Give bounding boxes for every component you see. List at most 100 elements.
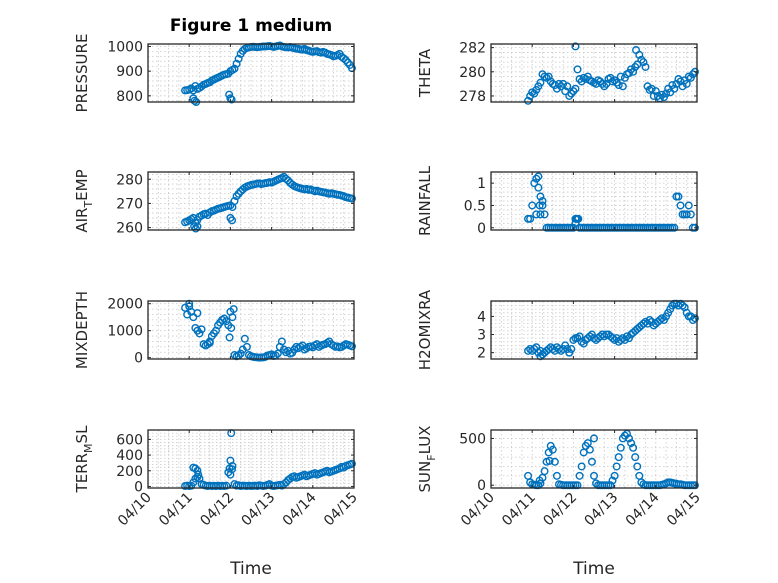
data-point <box>190 96 199 105</box>
data-point <box>622 332 631 341</box>
data-point <box>230 196 239 205</box>
y-tick-label: 0 <box>477 221 486 237</box>
data-point <box>614 81 623 90</box>
data-point <box>550 457 559 466</box>
data-point <box>690 67 699 76</box>
data-point <box>627 439 636 448</box>
data-point <box>194 470 203 479</box>
y-tick-label: 280 <box>459 65 486 81</box>
data-point <box>282 174 291 183</box>
data-point <box>590 471 599 480</box>
data-point <box>242 342 251 351</box>
data-point <box>616 335 625 344</box>
data-point <box>616 443 625 452</box>
data-point <box>181 303 190 312</box>
data-point <box>524 96 533 105</box>
x-tick-label: 04/13 <box>239 490 279 530</box>
data-point <box>273 349 282 358</box>
data-point <box>682 79 691 88</box>
y-tick-label: 282 <box>459 41 486 57</box>
data-point <box>610 471 619 480</box>
data-point <box>197 325 206 334</box>
data-point <box>535 476 544 485</box>
data-point <box>655 316 664 325</box>
data-point <box>530 179 539 188</box>
data-point <box>339 54 348 63</box>
data-point <box>670 84 679 93</box>
y-tick-label: 278 <box>459 89 486 105</box>
series-markers <box>181 299 356 362</box>
data-point <box>647 84 656 93</box>
data-point <box>189 478 198 487</box>
data-point <box>197 82 206 91</box>
data-point <box>536 192 545 201</box>
data-point <box>538 201 547 210</box>
axes-box <box>490 300 698 360</box>
y-axis-label: H2OMIXRA <box>416 289 434 370</box>
y-axis-label: AIRTEMP <box>73 169 95 232</box>
data-point <box>526 478 535 487</box>
data-point <box>688 316 697 325</box>
series-markers <box>524 429 699 490</box>
data-point <box>645 316 654 325</box>
x-tick-label: 04/11 <box>499 490 539 530</box>
data-point <box>195 329 204 338</box>
chart-title: Figure 1 medium <box>170 16 332 36</box>
data-point <box>574 214 583 223</box>
data-point <box>230 64 239 73</box>
axes-box <box>490 43 698 103</box>
data-point <box>228 216 237 225</box>
series-markers <box>524 172 699 232</box>
data-point <box>227 323 236 332</box>
data-point <box>277 337 286 346</box>
data-point <box>625 434 634 443</box>
data-point <box>662 89 671 98</box>
axes-box <box>490 429 698 489</box>
data-point <box>686 210 695 219</box>
y-axis-label: TERRMSL <box>73 425 95 494</box>
data-point <box>339 463 348 472</box>
x-tick-label: 04/15 <box>664 490 704 530</box>
y-tick-label: 0 <box>134 479 143 495</box>
y-axis-label: MIXDEPTH <box>73 291 91 369</box>
data-point <box>577 337 586 346</box>
data-point <box>612 462 621 471</box>
data-point <box>559 79 568 88</box>
data-point <box>608 476 617 485</box>
x-tick-label: 04/10 <box>115 490 155 530</box>
data-point <box>347 194 356 203</box>
subplot-4: 0 0.5 1 RAINFALL <box>416 165 699 237</box>
y-tick-label: 0.5 <box>464 198 486 214</box>
data-point <box>585 332 594 341</box>
data-point <box>540 210 549 219</box>
axes-box <box>147 429 355 489</box>
data-point <box>228 313 237 322</box>
subplot-3: 260 270 280 AIRTEMP <box>73 169 356 237</box>
data-point <box>552 84 561 93</box>
data-point <box>585 445 594 454</box>
y-tick-label: 2000 <box>107 297 143 313</box>
x-tick-label: 04/13 <box>582 490 622 530</box>
data-point <box>535 201 544 210</box>
data-point <box>222 481 231 490</box>
data-point <box>193 466 202 475</box>
y-tick-label: 0 <box>477 478 486 494</box>
data-point <box>587 457 596 466</box>
series-markers <box>181 429 356 491</box>
data-point <box>544 72 553 81</box>
series-markers <box>181 172 356 233</box>
data-point <box>534 172 543 181</box>
data-point <box>571 42 580 51</box>
data-point <box>676 201 685 210</box>
y-tick-label: 1000 <box>107 324 143 340</box>
data-point <box>526 214 535 223</box>
y-tick-label: 260 <box>116 221 143 237</box>
data-point <box>228 465 237 474</box>
data-point <box>629 67 638 76</box>
subplot-2: 278 280 282 THETA <box>416 41 699 105</box>
x-tick-label: 04/11 <box>156 490 196 530</box>
data-point <box>657 314 666 323</box>
data-point <box>641 62 650 71</box>
y-tick-label: 3 <box>477 328 486 344</box>
data-point <box>226 470 235 479</box>
